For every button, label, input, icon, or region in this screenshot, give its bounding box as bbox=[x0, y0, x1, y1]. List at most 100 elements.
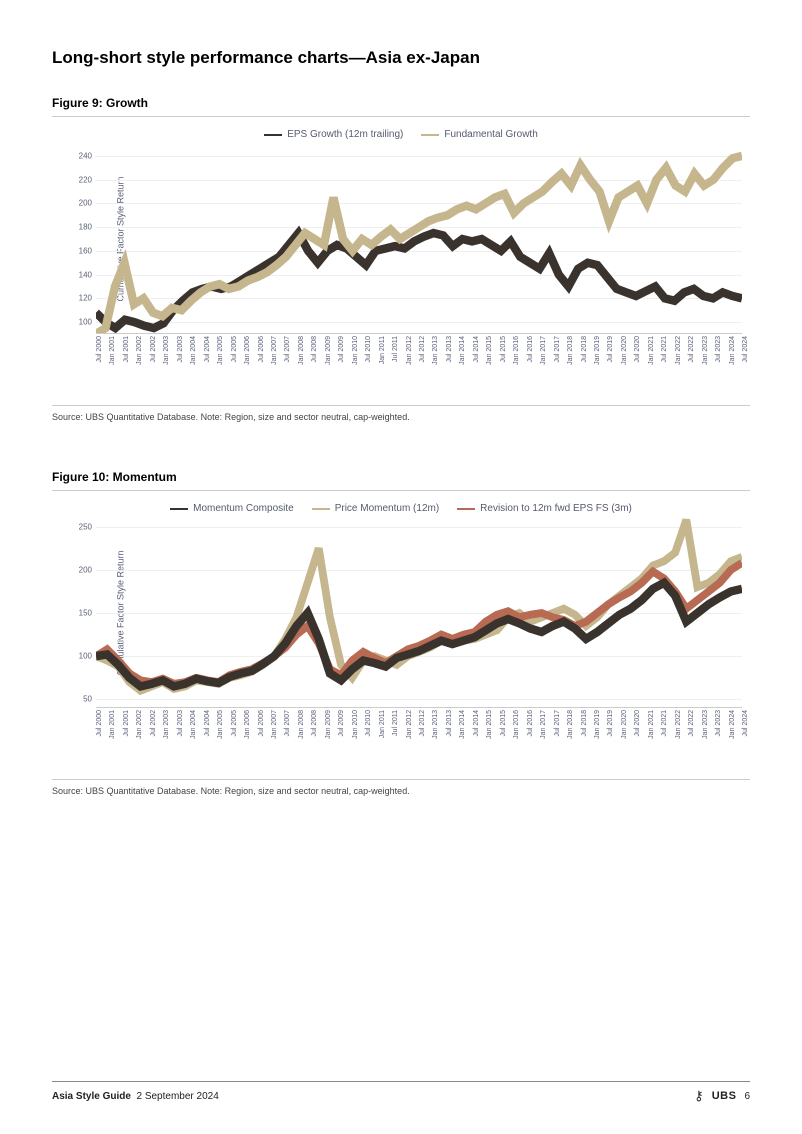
x-tick: Jan 2014 bbox=[459, 336, 466, 365]
x-tick: Jan 2022 bbox=[675, 336, 682, 365]
y-tick: 140 bbox=[66, 270, 92, 279]
x-tick: Jul 2004 bbox=[204, 336, 211, 362]
ubs-keys-icon: ⚷ bbox=[694, 1088, 704, 1104]
x-tick: Jul 2021 bbox=[661, 710, 668, 736]
footer-left: Asia Style Guide 2 September 2024 bbox=[52, 1091, 219, 1102]
figure-9-source: Source: UBS Quantitative Database. Note:… bbox=[52, 405, 750, 422]
y-tick: 240 bbox=[66, 151, 92, 160]
x-tick: Jul 2010 bbox=[365, 336, 372, 362]
series-line bbox=[96, 156, 742, 334]
x-tick: Jul 2009 bbox=[338, 710, 345, 736]
footer-date: 2 September 2024 bbox=[136, 1091, 218, 1102]
x-tick: Jan 2013 bbox=[432, 710, 439, 739]
x-tick: Jan 2001 bbox=[109, 336, 116, 365]
x-tick: Jul 2017 bbox=[554, 336, 561, 362]
y-tick: 100 bbox=[66, 318, 92, 327]
legend-label: EPS Growth (12m trailing) bbox=[287, 129, 403, 140]
x-tick: Jan 2009 bbox=[325, 710, 332, 739]
x-tick: Jul 2012 bbox=[419, 336, 426, 362]
x-tick: Jan 2007 bbox=[271, 710, 278, 739]
x-tick: Jul 2008 bbox=[311, 336, 318, 362]
x-tick: Jul 2012 bbox=[419, 710, 426, 736]
y-tick: 120 bbox=[66, 294, 92, 303]
x-tick: Jul 2006 bbox=[258, 336, 265, 362]
x-tick: Jan 2015 bbox=[486, 336, 493, 365]
x-tick: Jul 2002 bbox=[150, 336, 157, 362]
legend-label: Momentum Composite bbox=[193, 503, 294, 514]
x-tick: Jul 2016 bbox=[527, 710, 534, 736]
x-tick: Jan 2007 bbox=[271, 336, 278, 365]
x-tick: Jan 2016 bbox=[513, 336, 520, 365]
x-tick: Jan 2009 bbox=[325, 336, 332, 365]
y-tick: 220 bbox=[66, 175, 92, 184]
x-tick: Jan 2021 bbox=[648, 336, 655, 365]
x-tick: Jul 2023 bbox=[715, 710, 722, 736]
y-tick: 150 bbox=[66, 609, 92, 618]
x-tick: Jan 2006 bbox=[244, 710, 251, 739]
x-tick: Jan 2014 bbox=[459, 710, 466, 739]
x-tick: Jul 2005 bbox=[231, 336, 238, 362]
x-tick: Jan 2018 bbox=[567, 710, 574, 739]
x-tick: Jul 2023 bbox=[715, 336, 722, 362]
legend-item: Price Momentum (12m) bbox=[312, 503, 439, 514]
figure-9-chart: EPS Growth (12m trailing)Fundamental Gro… bbox=[52, 123, 750, 403]
x-tick: Jan 2020 bbox=[621, 710, 628, 739]
y-tick: 200 bbox=[66, 199, 92, 208]
x-tick: Jul 2019 bbox=[607, 710, 614, 736]
x-tick: Jan 2011 bbox=[379, 710, 386, 738]
y-tick: 200 bbox=[66, 565, 92, 574]
x-tick: Jan 2018 bbox=[567, 336, 574, 365]
x-tick: Jan 2012 bbox=[406, 710, 413, 739]
ubs-logo: UBS bbox=[712, 1090, 737, 1102]
x-tick: Jul 2006 bbox=[258, 710, 265, 736]
x-tick: Jul 2000 bbox=[96, 710, 103, 736]
x-tick: Jul 2015 bbox=[500, 336, 507, 362]
x-tick: Jul 2020 bbox=[634, 710, 641, 736]
figure-10-source: Source: UBS Quantitative Database. Note:… bbox=[52, 779, 750, 796]
x-tick: Jan 2019 bbox=[594, 710, 601, 739]
x-tick: Jan 2023 bbox=[702, 336, 709, 365]
figure-10-chart: Momentum Composite Price Momentum (12m) Re… bbox=[52, 497, 750, 777]
figure-9-y-ticks: 100120140160180200220240 bbox=[66, 144, 92, 334]
legend-item: Revision to 12m fwd EPS FS (3m) bbox=[457, 503, 632, 514]
page-number: 6 bbox=[744, 1091, 750, 1102]
figure-9-lines bbox=[96, 144, 742, 334]
x-tick: Jul 2021 bbox=[661, 336, 668, 362]
x-tick: Jul 2020 bbox=[634, 336, 641, 362]
legend-swatch bbox=[170, 508, 188, 510]
x-tick: Jul 2005 bbox=[231, 710, 238, 736]
x-tick: Jan 2008 bbox=[298, 710, 305, 739]
x-tick: Jan 2024 bbox=[729, 336, 736, 365]
x-tick: Jul 2010 bbox=[365, 710, 372, 736]
x-tick: Jul 2007 bbox=[284, 336, 291, 362]
series-line bbox=[96, 233, 742, 328]
series-line bbox=[96, 583, 742, 687]
x-tick: Jan 2004 bbox=[190, 336, 197, 365]
x-tick: Jan 2016 bbox=[513, 710, 520, 739]
y-tick: 100 bbox=[66, 652, 92, 661]
figure-10-plot: Cumulative Factor Style Return 501001502… bbox=[96, 518, 742, 708]
y-tick: 180 bbox=[66, 223, 92, 232]
x-tick: Jan 2004 bbox=[190, 710, 197, 739]
x-tick: Jul 2001 bbox=[123, 336, 130, 362]
figure-9-plot: Cumulative Factor Style Return 100120140… bbox=[96, 144, 742, 334]
x-tick: Jul 2009 bbox=[338, 336, 345, 362]
x-tick: Jul 2024 bbox=[742, 710, 749, 736]
x-tick: Jan 2005 bbox=[217, 336, 224, 365]
x-tick: Jan 2006 bbox=[244, 336, 251, 365]
series-line bbox=[96, 520, 742, 691]
figure-10-x-ticks: Jul 2000Jan 2001Jul 2001Jan 2002Jul 2002… bbox=[96, 708, 742, 763]
x-tick: Jan 2003 bbox=[163, 710, 170, 739]
x-tick: Jul 2003 bbox=[177, 336, 184, 362]
x-tick: Jul 2018 bbox=[581, 710, 588, 736]
legend-item: EPS Growth (12m trailing) bbox=[264, 129, 403, 140]
figure-9: Figure 9: Growth EPS Growth (12m trailin… bbox=[52, 96, 750, 422]
x-tick: Jul 2014 bbox=[473, 336, 480, 362]
legend-swatch bbox=[312, 508, 330, 510]
figure-10-y-ticks: 50100150200250 bbox=[66, 518, 92, 708]
x-tick: Jan 2001 bbox=[109, 710, 116, 739]
x-tick: Jan 2005 bbox=[217, 710, 224, 739]
figure-9-x-ticks: Jul 2000Jan 2001Jul 2001Jan 2002Jul 2002… bbox=[96, 334, 742, 389]
legend-swatch bbox=[421, 134, 439, 136]
x-tick: Jan 2017 bbox=[540, 336, 547, 365]
